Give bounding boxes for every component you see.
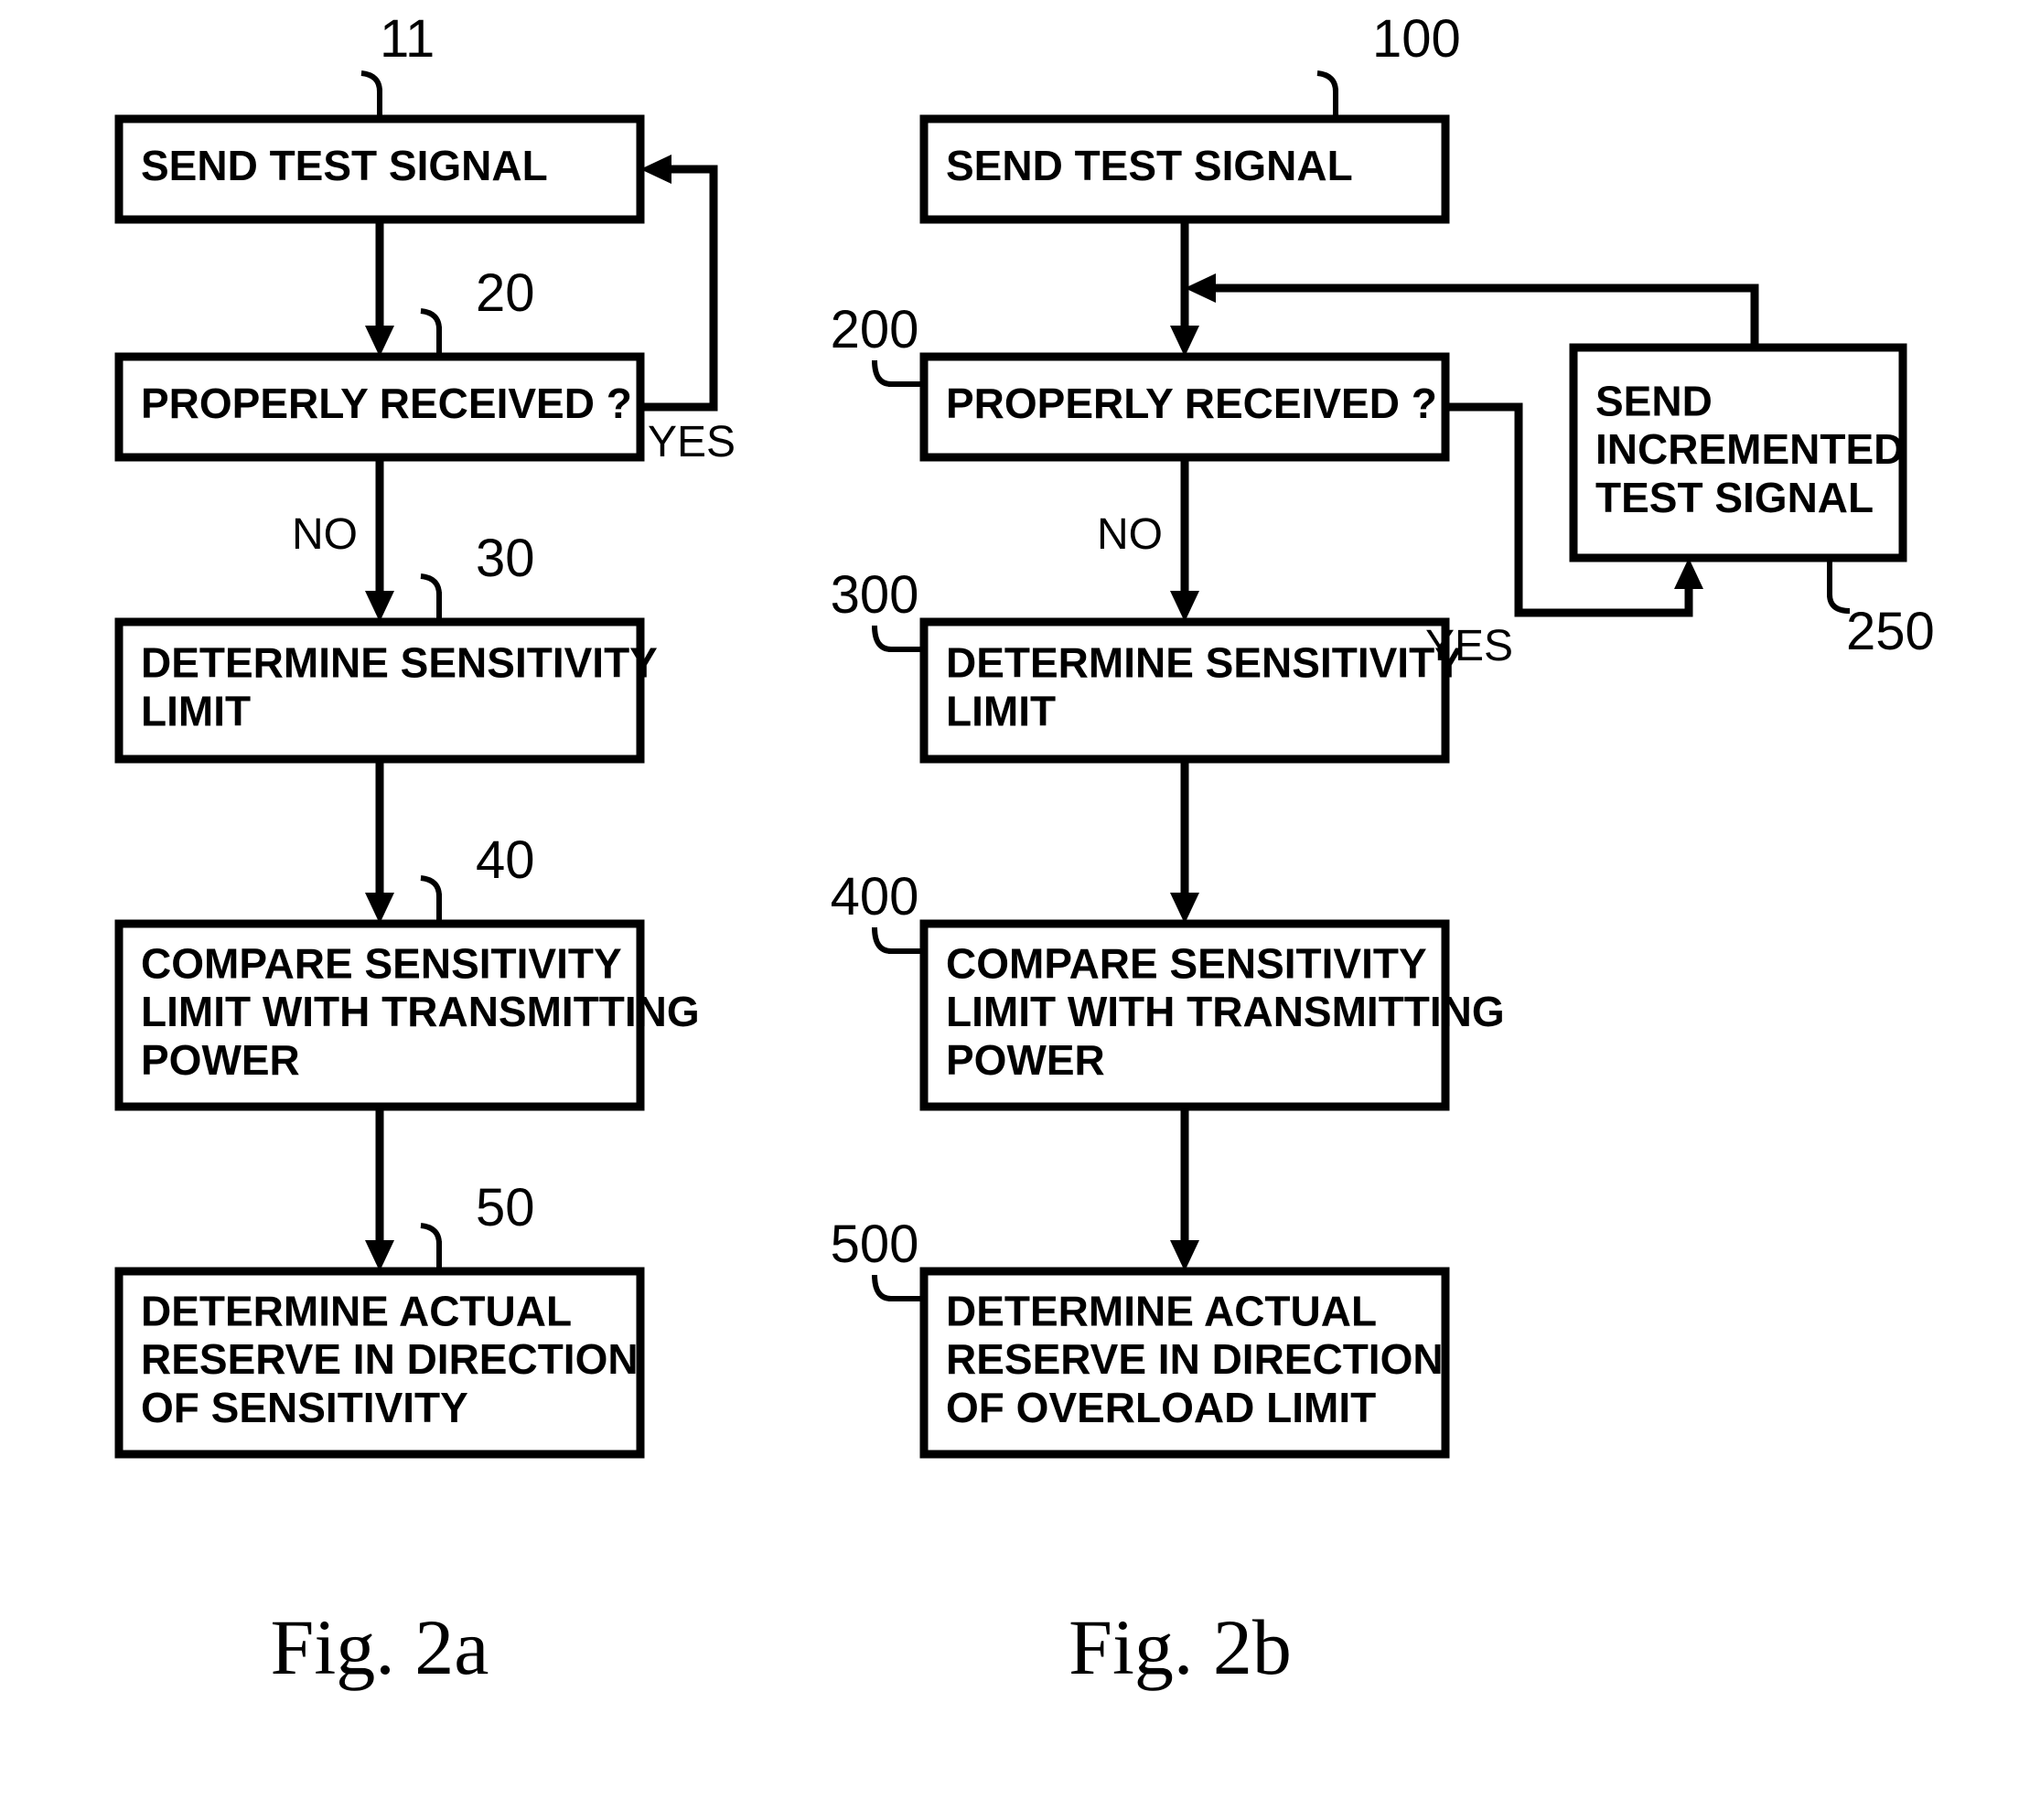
flowchart-pair: SEND TEST SIGNAL PROPERLY RECEIVED ? DETER…	[0, 0, 2019, 1820]
svg-text:INCREMENTED: INCREMENTED	[1595, 425, 1904, 473]
svg-text:40: 40	[476, 830, 535, 890]
svg-text:DETERMINE SENSITIVITY: DETERMINE SENSITIVITY	[946, 639, 1463, 687]
svg-text:COMPARE SENSITIVITY: COMPARE SENSITIVITY	[141, 939, 622, 987]
figure-caption: Fig. 2b	[1069, 1603, 1292, 1691]
svg-text:DETERMINE SENSITIVITY: DETERMINE SENSITIVITY	[141, 639, 658, 687]
svg-text:DETERMINE ACTUAL: DETERMINE ACTUAL	[946, 1287, 1377, 1334]
svg-text:TEST SIGNAL: TEST SIGNAL	[1595, 474, 1874, 521]
svg-text:PROPERLY RECEIVED ?: PROPERLY RECEIVED ?	[946, 380, 1437, 427]
svg-text:OF OVERLOAD LIMIT: OF OVERLOAD LIMIT	[946, 1384, 1376, 1431]
svg-text:OF SENSITIVITY: OF SENSITIVITY	[141, 1384, 468, 1431]
svg-text:400: 400	[831, 867, 919, 926]
svg-text:500: 500	[831, 1215, 919, 1274]
svg-text:RESERVE IN DIRECTION: RESERVE IN DIRECTION	[141, 1335, 639, 1383]
svg-text:LIMIT: LIMIT	[946, 688, 1056, 735]
svg-text:PROPERLY RECEIVED ?: PROPERLY RECEIVED ?	[141, 380, 632, 427]
svg-text:SEND TEST SIGNAL: SEND TEST SIGNAL	[946, 142, 1353, 189]
svg-text:200: 200	[831, 300, 919, 359]
svg-text:YES: YES	[1425, 622, 1513, 670]
svg-text:COMPARE SENSITIVITY: COMPARE SENSITIVITY	[946, 939, 1427, 987]
svg-text:RESERVE IN DIRECTION: RESERVE IN DIRECTION	[946, 1335, 1444, 1383]
svg-text:300: 300	[831, 565, 919, 625]
svg-text:NO: NO	[292, 510, 358, 559]
svg-text:NO: NO	[1097, 510, 1163, 559]
svg-text:LIMIT: LIMIT	[141, 688, 251, 735]
figure-caption: Fig. 2a	[271, 1603, 489, 1691]
svg-text:11: 11	[380, 9, 435, 69]
svg-text:20: 20	[476, 263, 535, 323]
svg-text:SEND: SEND	[1595, 377, 1713, 424]
svg-text:30: 30	[476, 529, 535, 588]
svg-text:LIMIT WITH TRANSMITTING: LIMIT WITH TRANSMITTING	[141, 988, 700, 1035]
svg-text:SEND TEST SIGNAL: SEND TEST SIGNAL	[141, 142, 548, 189]
svg-text:YES: YES	[648, 418, 736, 466]
svg-text:100: 100	[1372, 9, 1461, 69]
svg-text:DETERMINE ACTUAL: DETERMINE ACTUAL	[141, 1287, 572, 1334]
svg-text:LIMIT WITH TRANSMITTING: LIMIT WITH TRANSMITTING	[946, 988, 1505, 1035]
svg-text:50: 50	[476, 1178, 535, 1237]
svg-text:250: 250	[1846, 602, 1935, 661]
svg-text:POWER: POWER	[946, 1036, 1105, 1084]
svg-text:POWER: POWER	[141, 1036, 300, 1084]
